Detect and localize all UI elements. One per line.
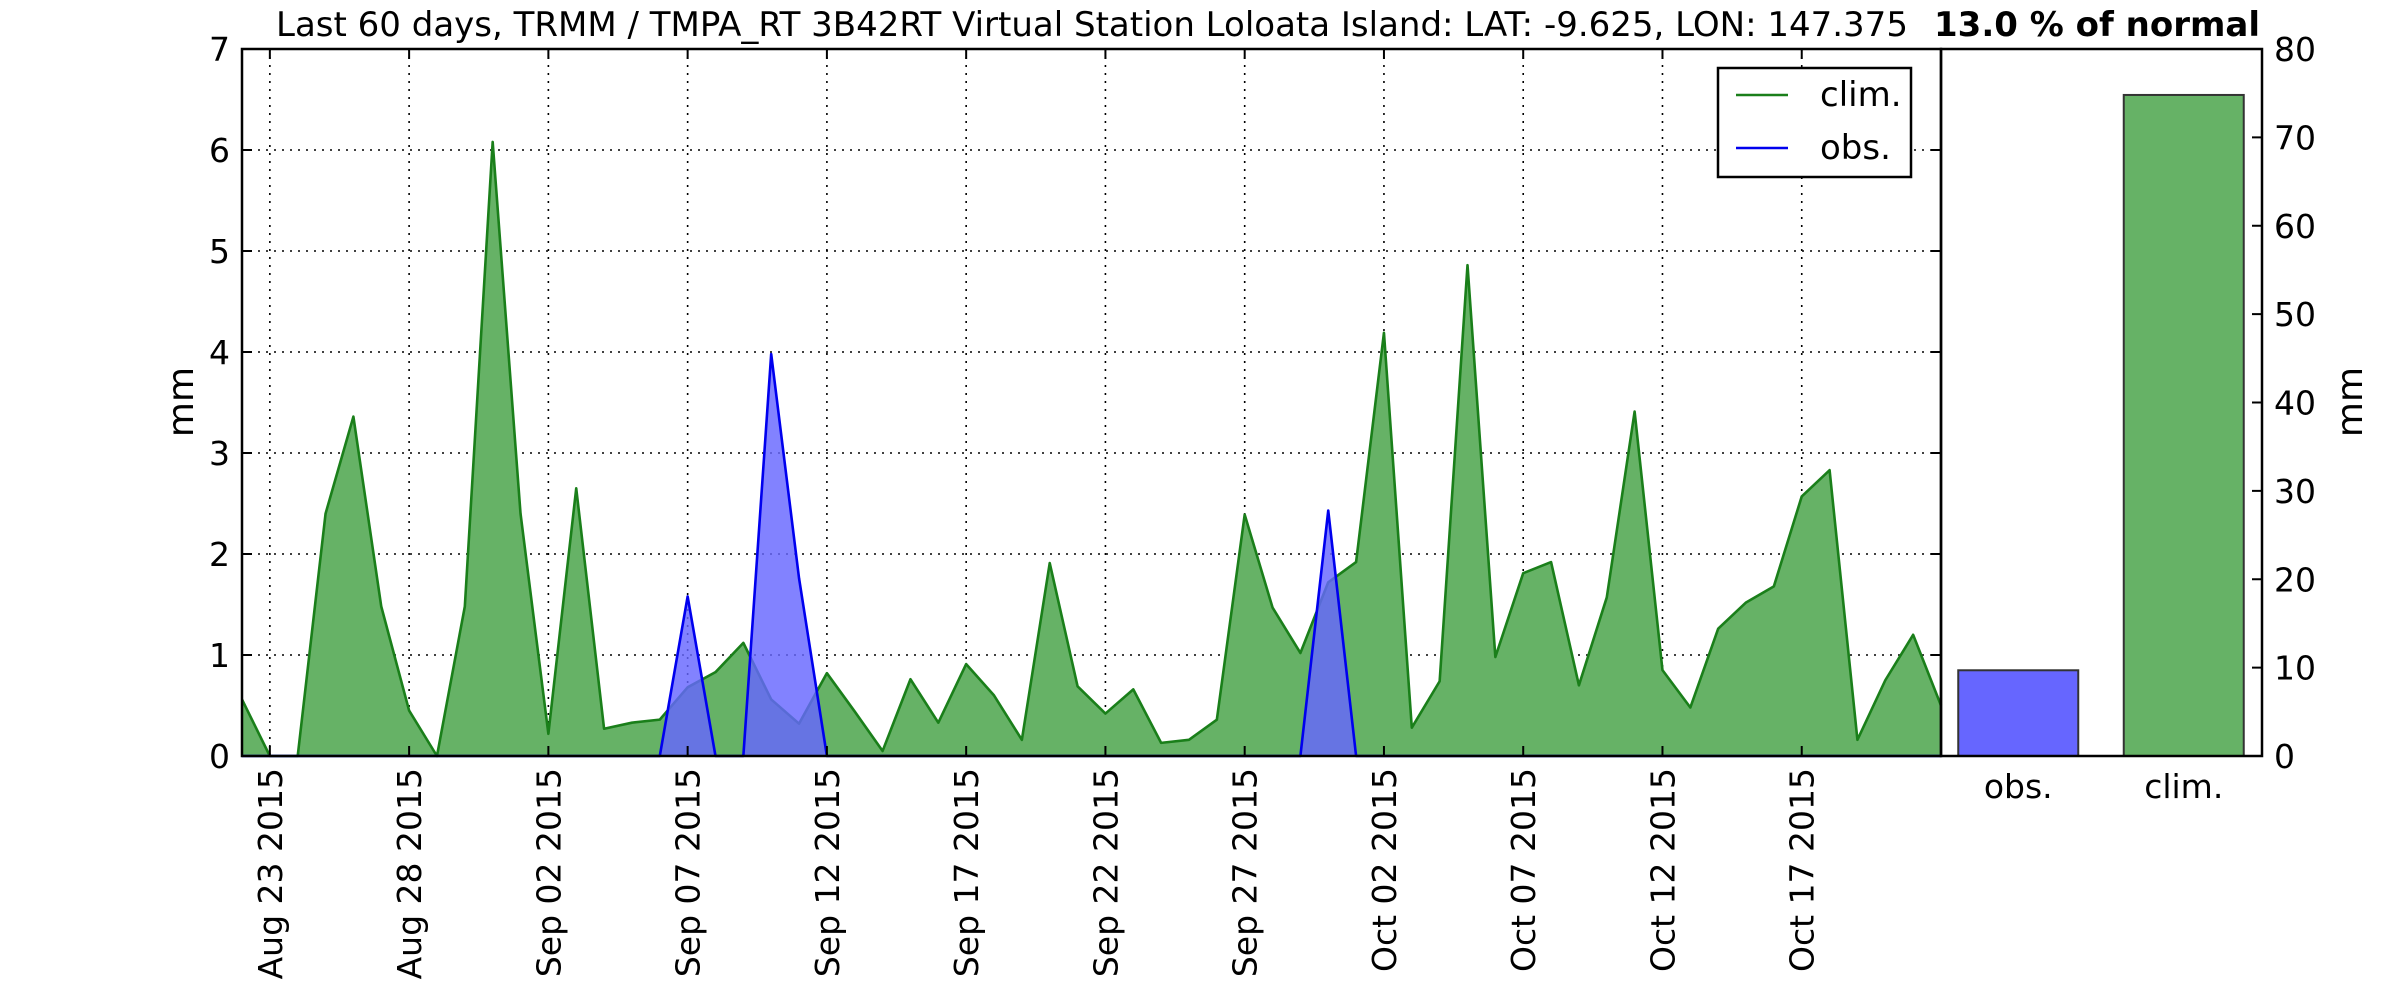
y-tick-label: 7 bbox=[209, 30, 230, 69]
y-tick-label: 0 bbox=[209, 737, 230, 776]
right-y-tick-label: 70 bbox=[2274, 118, 2316, 157]
legend: clim. obs. bbox=[1718, 68, 1911, 177]
x-tick-label: Sep 27 2015 bbox=[1226, 768, 1265, 977]
right-y-tick-label: 50 bbox=[2274, 295, 2316, 334]
legend-obs-label: obs. bbox=[1820, 128, 1891, 168]
y-tick-label: 3 bbox=[209, 434, 230, 473]
x-tick-label: Sep 22 2015 bbox=[1086, 768, 1125, 977]
x-tick-label: Sep 02 2015 bbox=[529, 768, 568, 977]
bar-obs bbox=[1958, 670, 2078, 756]
y-tick-label: 2 bbox=[209, 535, 230, 574]
bar-category-label: clim. bbox=[2144, 767, 2223, 806]
y-tick-label: 1 bbox=[209, 636, 230, 675]
x-tick-label: Oct 12 2015 bbox=[1643, 768, 1682, 972]
right-y-tick-label: 40 bbox=[2274, 384, 2316, 423]
y-tick-label: 6 bbox=[209, 131, 230, 170]
daily-rainfall-panel: 0 1 2 3 4 5 6 7 Aug 23 2015 Aug 28 2015 Sep 02 201… bbox=[209, 30, 1941, 979]
percent-of-normal-label: 13.0 % of normal bbox=[1934, 5, 2260, 45]
right-y-tick-label: 10 bbox=[2274, 649, 2316, 688]
x-tick-label: Sep 17 2015 bbox=[947, 768, 986, 977]
x-tick-label: Sep 07 2015 bbox=[669, 768, 708, 977]
y-axis-label-right: mm bbox=[2330, 367, 2371, 437]
bar-clim bbox=[2124, 95, 2244, 756]
bar-category-label: obs. bbox=[1984, 767, 2053, 806]
x-tick-label: Aug 28 2015 bbox=[390, 768, 429, 979]
chart-title: Last 60 days, TRMM / TMPA_RT 3B42RT Virt… bbox=[276, 5, 1908, 45]
legend-clim-label: clim. bbox=[1820, 75, 1902, 115]
right-y-tick-label: 60 bbox=[2274, 207, 2316, 246]
x-tick-label: Oct 07 2015 bbox=[1504, 768, 1543, 972]
series-area-clim bbox=[242, 142, 1941, 756]
x-tick-label: Oct 02 2015 bbox=[1365, 768, 1404, 972]
x-tick-label: Sep 12 2015 bbox=[808, 768, 847, 977]
y-tick-label: 5 bbox=[209, 232, 230, 271]
total-rainfall-panel: obs. clim. 0 10 20 30 40 50 60 70 80 bbox=[1941, 30, 2316, 806]
y-tick-label: 4 bbox=[209, 333, 230, 372]
y-axis-label-left: mm bbox=[161, 367, 202, 437]
right-y-tick-label: 0 bbox=[2274, 737, 2295, 776]
x-tick-label: Aug 23 2015 bbox=[251, 768, 290, 979]
right-y-tick-label: 30 bbox=[2274, 472, 2316, 511]
right-y-tick-label: 80 bbox=[2274, 30, 2316, 69]
x-tick-label: Oct 17 2015 bbox=[1783, 768, 1822, 972]
right-y-tick-label: 20 bbox=[2274, 560, 2316, 599]
